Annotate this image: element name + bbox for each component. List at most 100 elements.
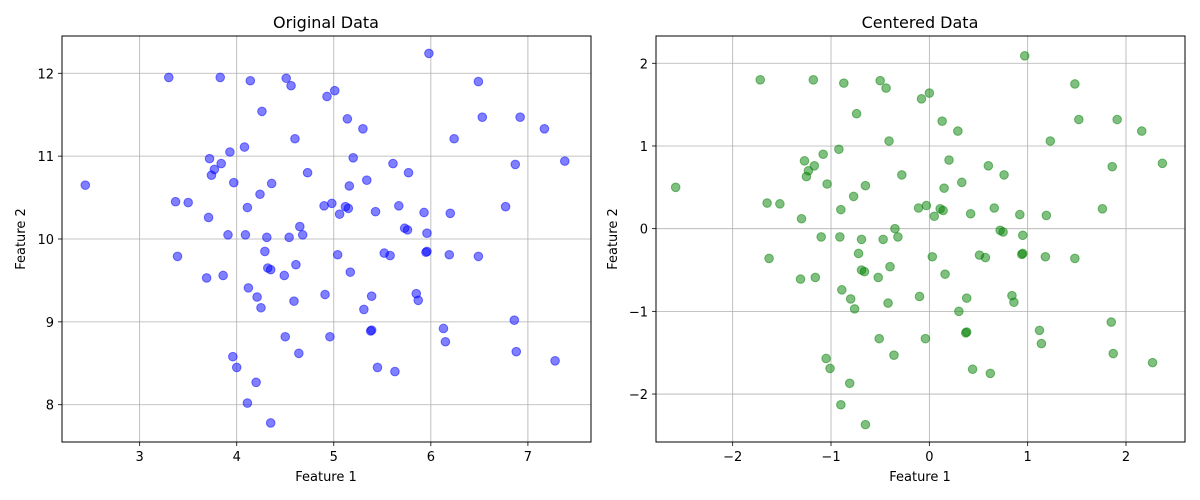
scatter-point [345,267,356,277]
scatter-point [229,177,239,188]
scatter-point [775,199,785,209]
scatter-point [322,91,332,102]
scatter-point [511,346,522,357]
y-axis-label: Feature 2 [14,208,29,270]
scatter-point [183,197,193,208]
x-axis-label: Feature 1 [889,470,951,485]
scatter-point [860,419,871,430]
scatter-point [370,206,381,217]
scatter-point [440,336,451,347]
y-tick-label: 12 [37,67,54,82]
scatter-point [929,211,940,222]
scatter-point [80,180,91,190]
x-tick-label: 1 [1024,450,1032,465]
scatter-point [983,161,994,171]
scatter-point [348,153,358,163]
scatter-point [954,306,964,317]
x-tick-label: 6 [427,450,435,465]
scatter-point [255,189,265,200]
y-tick-label: 9 [46,316,54,331]
scatter-point [539,124,550,134]
scatter-point [836,399,846,410]
scatter-point [550,356,560,366]
y-tick-label: 2 [640,57,648,72]
scatter-point [851,108,862,119]
y-tick-label: 0 [640,223,648,238]
scatter-point [239,142,250,152]
scatter-point [1040,251,1051,262]
y-tick-label: 10 [37,233,54,248]
scatter-point [342,114,353,124]
scatter-point [873,272,884,283]
scatter-point [279,270,290,281]
x-tick-label: 3 [136,450,144,465]
scatter-point [424,48,434,59]
scatter-point [266,178,277,189]
scatter-point [883,298,893,308]
x-tick-label: −1 [821,450,840,465]
x-tick-label: 7 [524,450,532,465]
scatter-point [402,225,413,235]
scatter-point [940,269,950,279]
scatter-point [818,149,828,160]
scatter-point [242,398,253,408]
scatter-point [343,203,354,214]
scatter-point [1015,209,1025,220]
scatter-point [821,353,831,364]
scatter-point [916,94,927,104]
scatter-point [444,249,455,260]
scatter-point [845,294,856,304]
scatter-point [839,78,849,88]
scatter-point [344,181,355,191]
scatter-point [390,366,400,377]
scatter-point [260,246,270,257]
scatter-point [366,325,377,335]
scatter-point [295,221,305,232]
scatter-point [795,274,806,284]
scatter-point [944,155,954,165]
plot-frame [655,35,1186,443]
y-tick-label: −1 [629,305,648,320]
scatter-point [920,333,931,344]
scatter-point [361,175,372,185]
x-tick-label: 0 [925,450,933,465]
scatter-point [242,202,253,213]
scatter-point [1136,126,1147,136]
scatter-point [825,363,835,374]
scatter-point [394,201,404,211]
scatter-point [257,106,267,117]
scatter-point [956,177,967,188]
y-tick-label: 8 [46,399,54,414]
scatter-point [1106,317,1117,327]
scatter-point [1070,253,1080,264]
scatter-point [172,251,183,262]
scatter-point [327,198,337,209]
scatter-point [1045,136,1056,146]
scatter-point [204,153,215,164]
scatter-point [938,205,948,216]
scatter-point [297,230,308,240]
scatter-point [937,116,947,126]
scatter-point [670,182,681,193]
scatter-point [280,331,291,342]
scatter-point [897,170,907,180]
scatter-point [927,251,938,262]
y-axis-label: Feature 2 [606,208,621,270]
scatter-point [170,196,181,207]
scatter-point [755,75,766,85]
scatter-point [445,208,456,219]
scatter-point [999,170,1009,180]
scatter-point [438,323,449,334]
scatter-point [822,179,832,189]
scatter-point [1017,230,1028,241]
scatter-point [874,333,885,344]
scatter-point [875,75,885,86]
scatter-point [808,75,819,85]
scatter-point [422,246,432,257]
scatter-point [163,72,174,83]
scatter-point [329,85,340,96]
scatter-point [1034,325,1045,336]
scatter-point [201,273,212,283]
scatter-point [291,259,301,270]
